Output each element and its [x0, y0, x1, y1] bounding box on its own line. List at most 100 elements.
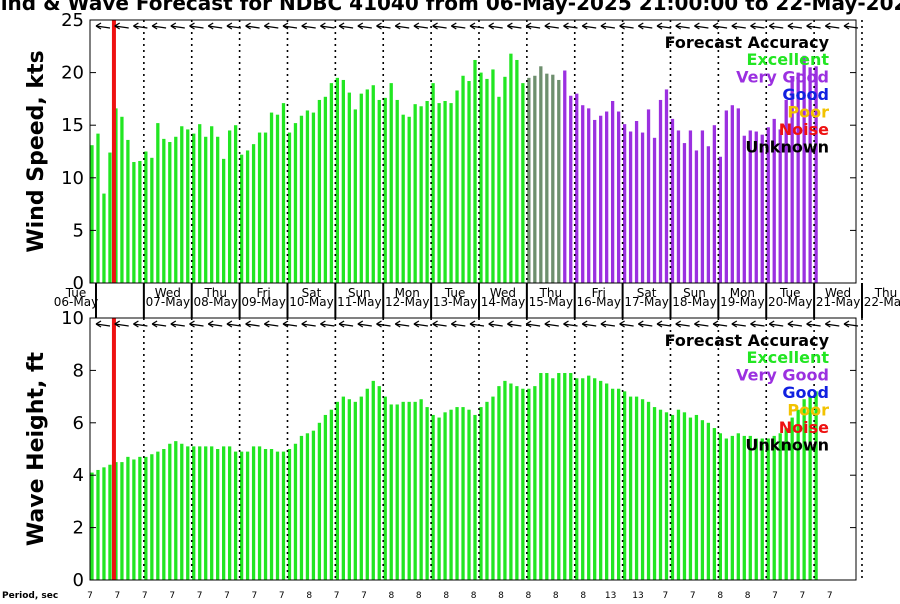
- bar: [96, 133, 100, 283]
- bar: [796, 409, 800, 580]
- direction-arrow: [563, 320, 578, 328]
- bar: [198, 124, 202, 284]
- bar: [96, 469, 100, 580]
- bar: [640, 399, 645, 580]
- bar: [545, 73, 549, 284]
- period-value: 7: [361, 591, 367, 600]
- bar: [521, 388, 525, 580]
- bar: [162, 138, 166, 283]
- bar: [605, 111, 609, 284]
- bar: [646, 109, 651, 283]
- bar: [455, 407, 459, 580]
- bar: [778, 433, 782, 580]
- legend-entry: Very Good: [736, 68, 829, 87]
- direction-arrow: [469, 22, 485, 30]
- period-value: 8: [526, 591, 532, 600]
- bar: [634, 120, 639, 284]
- direction-arrow: [245, 22, 260, 30]
- bar: [670, 414, 675, 580]
- bar: [329, 83, 334, 284]
- direction-arrow: [544, 22, 559, 30]
- bar: [222, 446, 226, 580]
- bar: [293, 443, 298, 580]
- bar: [646, 401, 651, 580]
- direction-arrow: [432, 22, 447, 30]
- legend-entry: Good: [782, 383, 829, 402]
- bar: [539, 66, 543, 283]
- bar: [706, 146, 711, 283]
- date-label: 14-May: [481, 295, 525, 309]
- bar: [581, 378, 585, 580]
- direction-arrow: [413, 320, 428, 328]
- period-label: Period, sec: [2, 591, 58, 600]
- bar: [245, 451, 250, 580]
- bar: [808, 396, 812, 580]
- date-label: 16-May: [577, 295, 621, 309]
- period-value: 8: [717, 591, 723, 600]
- bar: [120, 462, 124, 580]
- bar: [455, 90, 459, 283]
- date-label: 11-May: [337, 295, 381, 309]
- bar: [682, 412, 687, 580]
- y-tick-label: 25: [61, 10, 84, 31]
- legend-entry: Very Good: [736, 366, 829, 385]
- direction-arrow: [320, 320, 335, 328]
- direction-arrow: [207, 320, 223, 328]
- bar: [222, 158, 226, 283]
- period-value: 8: [745, 591, 751, 600]
- bar: [491, 69, 495, 283]
- bar: [359, 396, 363, 580]
- direction-arrow: [563, 22, 578, 30]
- bar: [287, 132, 292, 283]
- bar: [652, 137, 657, 283]
- bar: [347, 92, 351, 283]
- bar: [551, 378, 555, 580]
- period-value: 8: [580, 591, 586, 600]
- bar: [263, 449, 268, 580]
- bar: [257, 446, 262, 580]
- bar: [748, 435, 752, 580]
- legend-title: Forecast Accuracy: [665, 33, 830, 52]
- bar: [389, 404, 393, 580]
- bar: [622, 391, 627, 580]
- bar: [473, 59, 477, 284]
- bar: [186, 446, 190, 580]
- day-of-week-label: Thu: [539, 286, 563, 300]
- bar: [293, 123, 298, 283]
- bar: [766, 438, 770, 580]
- bar: [353, 109, 357, 283]
- bar: [599, 380, 603, 580]
- bar: [144, 456, 148, 580]
- bar: [724, 438, 728, 580]
- legend-entry: Unknown: [745, 436, 829, 455]
- bar: [449, 103, 453, 283]
- bar: [317, 422, 322, 580]
- direction-arrow: [637, 22, 653, 30]
- bar: [563, 373, 567, 580]
- bar: [239, 451, 244, 580]
- bar: [180, 443, 184, 580]
- bar: [174, 441, 178, 580]
- bar: [419, 399, 423, 580]
- bar: [192, 446, 196, 580]
- direction-arrow: [133, 320, 148, 328]
- y-axis-label: Wave Height, ft: [24, 351, 49, 546]
- date-label: 06-May: [54, 295, 98, 309]
- bar: [461, 75, 465, 283]
- direction-arrow: [525, 22, 541, 30]
- bar: [676, 130, 681, 283]
- bar: [539, 373, 543, 580]
- bar: [90, 145, 94, 283]
- period-value: 7: [142, 591, 148, 600]
- period-value: 7: [663, 591, 669, 600]
- bar: [790, 77, 794, 283]
- bar: [156, 123, 160, 283]
- bar: [150, 454, 154, 580]
- direction-arrow: [338, 22, 354, 30]
- legend-entry: Unknown: [745, 138, 829, 157]
- direction-arrow: [394, 320, 410, 328]
- bar: [269, 449, 274, 580]
- y-tick-label: 6: [73, 413, 84, 434]
